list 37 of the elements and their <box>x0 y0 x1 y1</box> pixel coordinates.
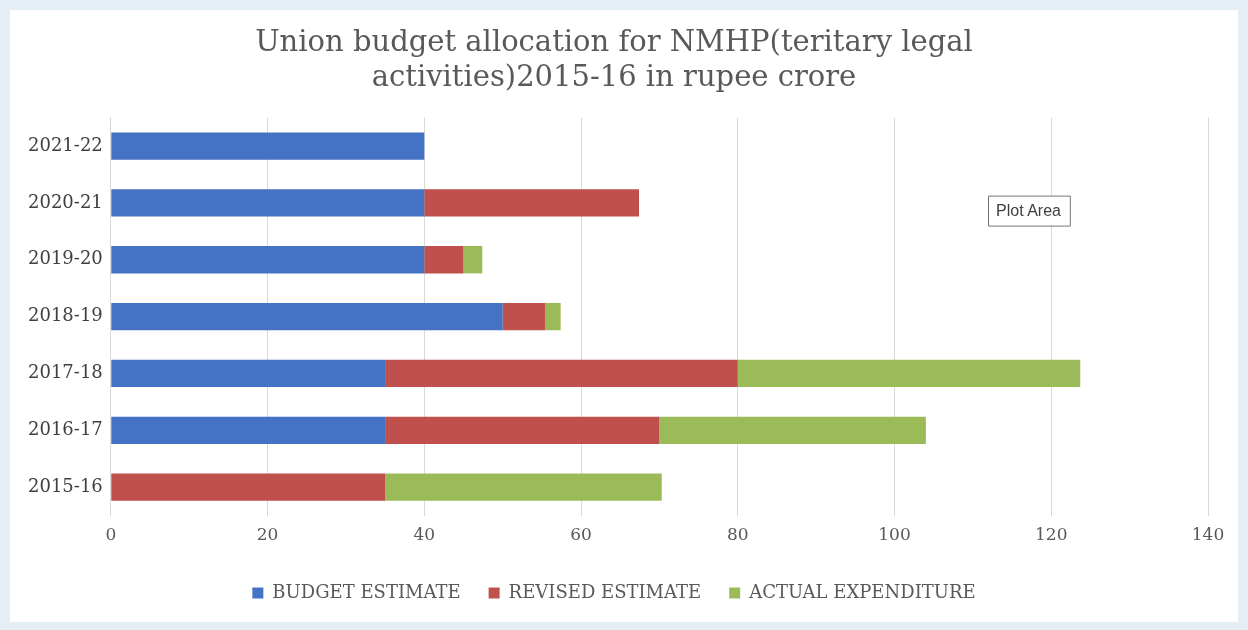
bar <box>111 473 386 501</box>
x-tick-label: 80 <box>726 524 749 545</box>
legend-label: REVISED ESTIMATE <box>508 580 702 602</box>
y-tick-label: 2015-16 <box>28 474 103 496</box>
bar <box>111 302 503 331</box>
bar <box>111 246 425 274</box>
legend-label: ACTUAL EXPENDITURE <box>748 580 976 602</box>
x-tick-label: 40 <box>413 524 436 545</box>
legend-label: BUDGET ESTIMATE <box>272 580 461 602</box>
chart-title: Union budget allocation for NMHP(teritary legal activities)2015-16 in rupee crore <box>255 23 973 93</box>
bar <box>111 189 425 217</box>
y-tick-label: 2019-20 <box>28 247 103 269</box>
x-tick-label: 120 <box>1035 524 1068 545</box>
x-tick-label: 0 <box>105 524 117 545</box>
bar <box>544 302 561 331</box>
x-tick-label: 60 <box>570 524 592 545</box>
bar <box>502 302 545 331</box>
bar <box>385 473 662 501</box>
y-tick-label: 2017-18 <box>28 361 103 383</box>
bar <box>111 416 386 444</box>
annotation: Plot Area <box>996 202 1062 220</box>
bar <box>424 189 640 217</box>
bar <box>385 416 660 444</box>
bar <box>659 416 926 444</box>
x-tick-label: 20 <box>256 524 279 545</box>
y-tick-label: 2020-21 <box>28 190 103 212</box>
y-tick-label: 2016-17 <box>28 417 103 439</box>
bar <box>424 246 464 274</box>
bar <box>385 359 738 388</box>
bar <box>111 359 386 388</box>
y-tick-label: 2018-19 <box>28 304 103 326</box>
y-tick-label: 2021-22 <box>28 133 103 155</box>
x-tick-label: 100 <box>878 524 911 545</box>
bar <box>111 132 425 160</box>
bar <box>737 359 1081 388</box>
x-tick-label: 140 <box>1191 524 1225 545</box>
bar <box>463 246 483 274</box>
